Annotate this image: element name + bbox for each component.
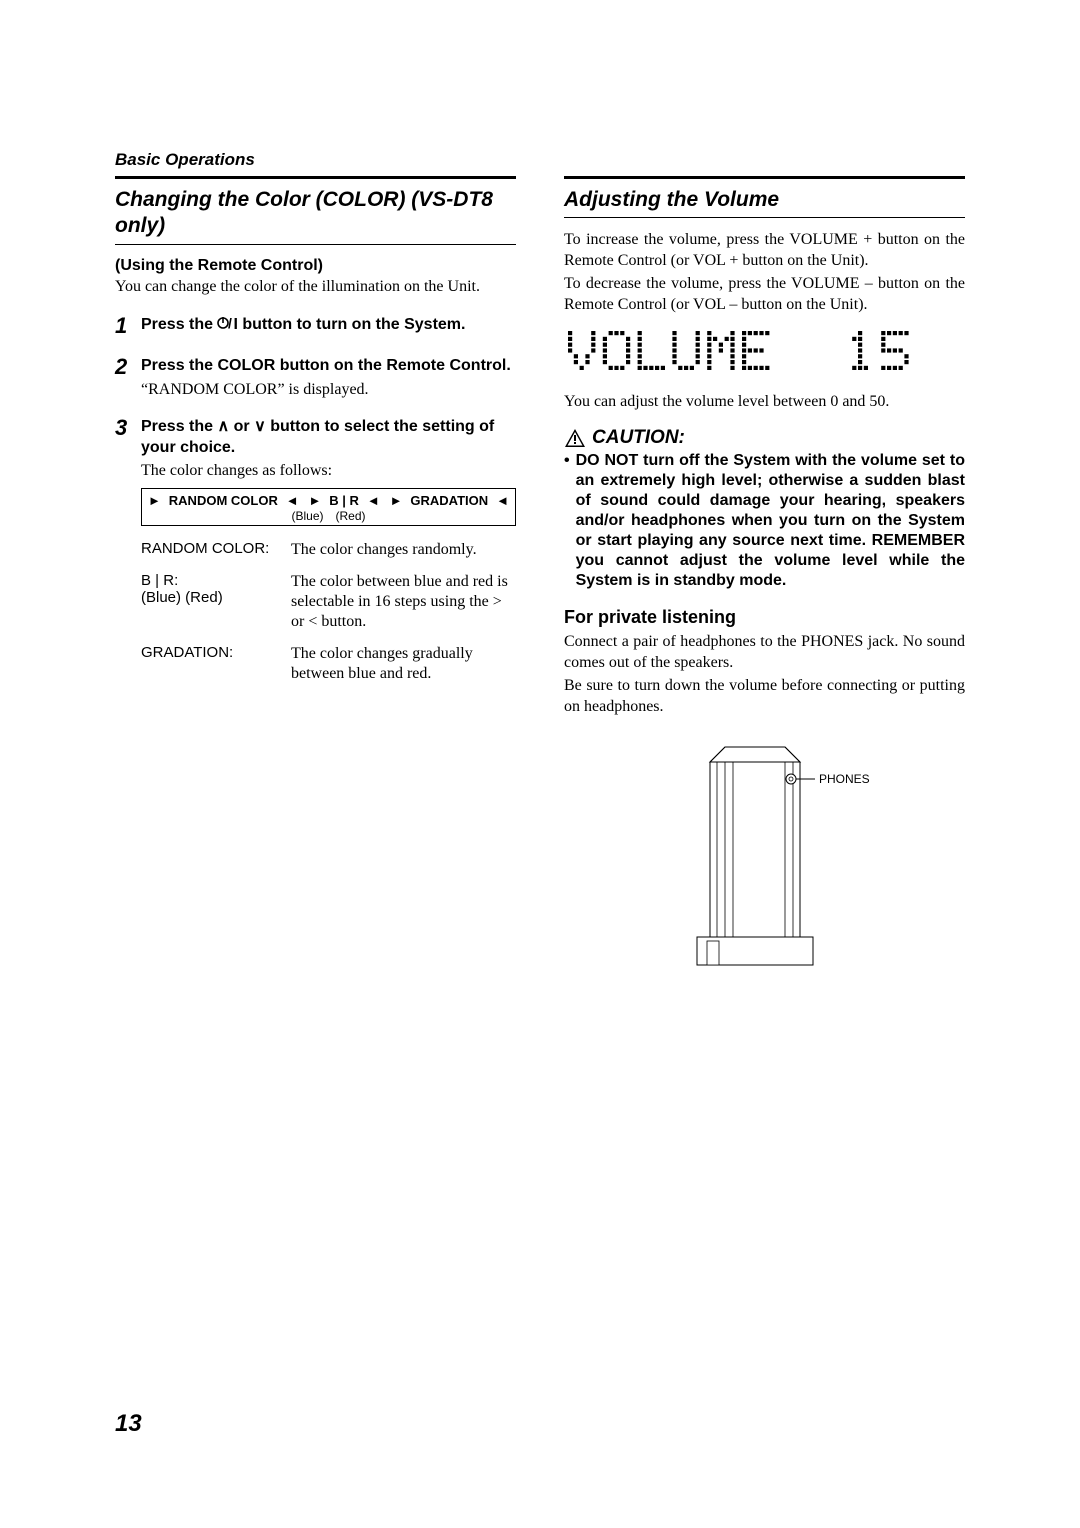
step-1-text-after: button to turn on the System. [238,316,466,333]
flow-item: GRADATION [410,493,488,508]
step-1: 1 Press the /I button to turn on the Sys… [115,315,516,338]
step-2-head: Press the COLOR button on the Remote Con… [141,356,516,377]
page-number: 13 [115,1410,142,1438]
unit-figure: PHONES [564,727,965,987]
using-remote-label: (Using the Remote Control) [115,257,516,275]
caution-label: CAUTION: [592,427,685,449]
section-header: Basic Operations [115,150,965,170]
step-2-note: “RANDOM COLOR” is displayed. [141,381,516,399]
arrow-icon: ► [146,493,163,508]
private-listening-head: For private listening [564,607,965,628]
def-term: RANDOM COLOR: [141,540,291,560]
step-3-head: Press the ∧ or ∨ button to select the se… [141,417,516,459]
right-column: Adjusting the Volume To increase the vol… [564,176,965,987]
svg-text:/: / [228,315,232,331]
def-desc: The color changes randomly. [291,540,516,560]
def-desc: The color between blue and red is select… [291,572,516,632]
def-desc: The color changes gradually between blue… [291,644,516,684]
manual-page: Basic Operations Changing the Color (COL… [0,0,1080,1528]
private-p1: Connect a pair of headphones to the PHON… [564,632,965,674]
rule-thin [564,217,965,218]
phones-label: PHONES [819,772,870,786]
right-title: Adjusting the Volume [564,187,965,213]
after-display: You can adjust the volume level between … [564,392,965,413]
two-column-layout: Changing the Color (COLOR) (VS-DT8 only)… [115,176,965,987]
step-number: 3 [115,417,133,697]
unit-illustration-icon: PHONES [655,727,875,987]
rule-thick [115,176,516,179]
flow-item: B | R [329,493,359,508]
step-number: 1 [115,315,133,338]
color-flow-box: ► RANDOM COLOR ◄ ► B | R ◄ ► GRADATION ◄… [141,488,516,526]
step-3: 3 Press the ∧ or ∨ button to select the … [115,417,516,697]
right-p1: To increase the volume, press the VOLUME… [564,230,965,272]
volume-display [564,325,965,386]
arrow-icon: ► [307,493,324,508]
rule-thick [564,176,965,179]
bullet-icon: • [564,451,570,591]
rule-thin [115,244,516,245]
step-3-note: The color changes as follows: [141,462,516,480]
def-term: GRADATION: [141,644,291,684]
caution-heading: CAUTION: [564,427,965,449]
power-icon: / [217,315,233,338]
caution-body: • DO NOT turn off the System with the vo… [564,451,965,591]
color-definitions: RANDOM COLOR: The color changes randomly… [141,540,516,684]
flow-item: RANDOM COLOR [169,493,278,508]
step-1-text-before: Press the [141,316,217,333]
def-row: GRADATION: The color changes gradually b… [141,644,516,684]
step-number: 2 [115,356,133,399]
left-intro: You can change the color of the illumina… [115,277,516,298]
arrow-icon: ◄ [365,493,382,508]
caution-text: DO NOT turn off the System with the volu… [576,451,965,591]
left-title: Changing the Color (COLOR) (VS-DT8 only) [115,187,516,240]
private-p2: Be sure to turn down the volume before c… [564,676,965,718]
flow-sub-label: (Blue) (Red) [146,509,511,523]
arrow-icon: ► [388,493,405,508]
def-row: RANDOM COLOR: The color changes randomly… [141,540,516,560]
right-p2: To decrease the volume, press the VOLUME… [564,274,965,316]
arrow-icon: ◄ [284,493,301,508]
step-2: 2 Press the COLOR button on the Remote C… [115,356,516,399]
dot-matrix-icon [564,325,917,381]
def-row: B | R: (Blue) (Red) The color between bl… [141,572,516,632]
caution-icon [564,428,586,448]
arrow-icon: ◄ [494,493,511,508]
left-column: Changing the Color (COLOR) (VS-DT8 only)… [115,176,516,987]
step-1-head: Press the /I button to turn on the Syste… [141,315,516,338]
def-term: B | R: (Blue) (Red) [141,572,291,632]
